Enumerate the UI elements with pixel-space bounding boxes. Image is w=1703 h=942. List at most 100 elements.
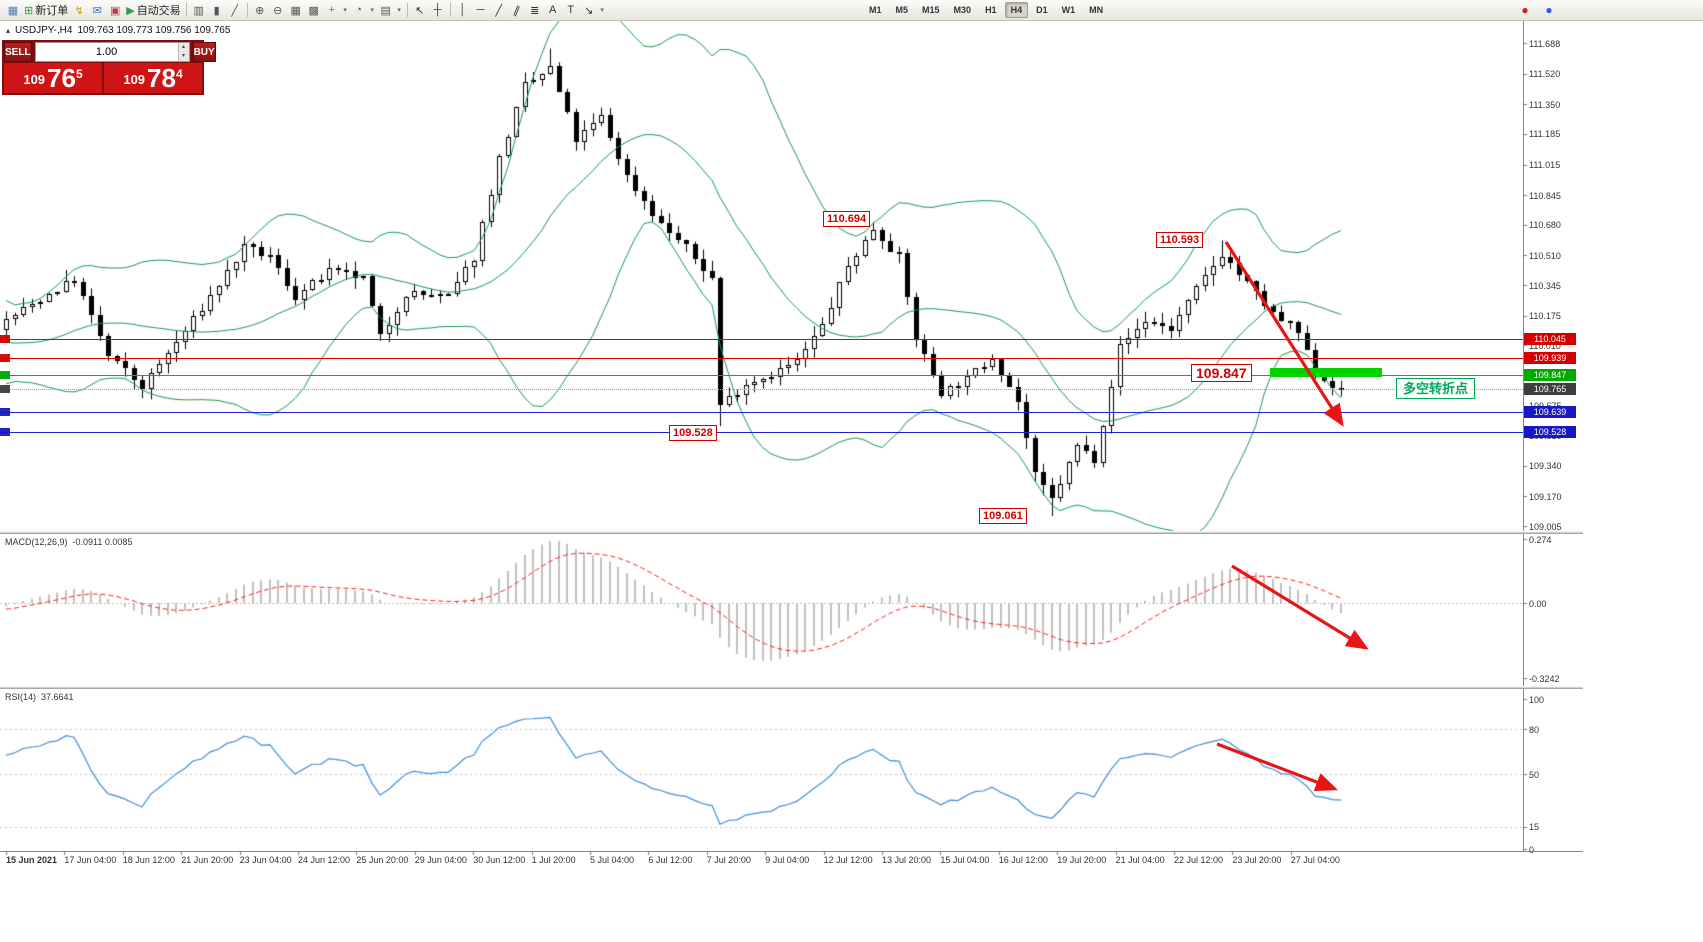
toolbar-separator <box>449 3 451 17</box>
price-axis-label: 109.340 <box>1529 461 1562 472</box>
alerts-icon[interactable]: ● <box>1521 3 1529 17</box>
templates-icon: ▤ <box>380 4 391 17</box>
horizontal-level-line-110.045[interactable] <box>0 339 1523 340</box>
horizontal-level-line-109.765[interactable] <box>0 389 1523 390</box>
price-annotation-label[interactable]: 109.847 <box>1191 364 1252 382</box>
time-axis-label: 16 Jul 12:00 <box>998 855 1048 865</box>
chat-icon[interactable]: ✉ <box>88 2 106 19</box>
price-divider <box>102 63 104 93</box>
line-chart-icon[interactable]: ╱ <box>226 2 244 19</box>
auto-arrange-icon[interactable]: ▩ <box>305 2 323 19</box>
community-icon[interactable]: ● <box>1545 3 1553 17</box>
price-annotation-label[interactable]: 110.593 <box>1156 232 1204 248</box>
time-axis-line[interactable] <box>0 851 1583 852</box>
indicators-dropdown-icon[interactable]: ▾ <box>343 7 347 14</box>
bar-chart-icon: ▥ <box>193 4 204 17</box>
fibonacci-icon[interactable]: ≣ <box>526 2 544 19</box>
volume-input[interactable] <box>35 43 178 61</box>
rsi-axis-label: 0 <box>1529 844 1535 855</box>
label-icon[interactable]: T <box>562 2 580 19</box>
autotrading-button[interactable]: ▶ 自动交易 <box>124 2 182 19</box>
macd-indicator-label: MACD(12,26,9) -0.0911 0.0085 <box>5 537 132 547</box>
timeframe-button-mn[interactable]: MN <box>1089 5 1104 15</box>
quotes-window-icon[interactable]: ↯ <box>70 2 88 19</box>
panel-splitter-macd[interactable] <box>0 531 1583 534</box>
trendline-icon[interactable]: ╱ <box>490 2 508 19</box>
new-order-button[interactable]: ⊞ 新订单 <box>22 2 70 19</box>
tile-windows-icon[interactable]: ▦ <box>287 2 305 19</box>
timeframe-button-m5[interactable]: M5 <box>895 5 909 15</box>
timeframe-button-m15[interactable]: M15 <box>922 5 940 15</box>
zoom-in-icon[interactable]: ⊕ <box>251 2 269 19</box>
periods-dropdown-icon[interactable]: ▾ <box>370 7 374 14</box>
horizontal-level-line-109.639[interactable] <box>0 412 1523 413</box>
level-left-marker <box>0 335 10 343</box>
new-order-button: ⊞ <box>24 4 34 17</box>
sell-price-prefix: 109 <box>23 72 46 87</box>
horizontal-level-line-109.528[interactable] <box>0 432 1523 433</box>
time-axis-label: 23 Jun 04:00 <box>239 855 292 865</box>
templates-icon[interactable]: ▤ <box>377 2 395 19</box>
label-icon: T <box>567 4 575 16</box>
macd-values: -0.0911 0.0085 <box>72 537 133 547</box>
candlestick-chart-icon[interactable]: ▮ <box>208 2 226 19</box>
sell-price-button[interactable]: 109 76 5 <box>4 63 102 93</box>
timeframe-button-d1[interactable]: D1 <box>1036 5 1048 15</box>
timeframe-button-h4[interactable]: H4 <box>1004 2 1029 18</box>
templates-dropdown-icon[interactable]: ▾ <box>397 7 401 14</box>
timeframe-button-h1[interactable]: H1 <box>985 5 997 15</box>
volume-increase-button[interactable]: ▴ <box>178 43 189 52</box>
bar-chart-icon[interactable]: ▥ <box>190 2 208 19</box>
text-icon[interactable]: A <box>544 2 562 19</box>
buy-price-button[interactable]: 109 78 4 <box>104 63 202 93</box>
price-tag-109.639: 109.639 <box>1524 406 1576 418</box>
horizontal-line-icon[interactable]: ─ <box>472 2 490 19</box>
price-annotation-label[interactable]: 110.694 <box>823 211 871 227</box>
indicators-icon[interactable]: + <box>323 2 341 19</box>
timeframe-button-m1[interactable]: M1 <box>869 5 882 15</box>
line-chart-icon: ╱ <box>231 4 238 17</box>
time-axis-label: 27 Jul 04:00 <box>1290 855 1340 865</box>
zoom-out-icon[interactable]: ⊖ <box>269 2 287 19</box>
support-break-highlight[interactable] <box>1270 368 1382 377</box>
time-axis-label: 5 Jul 04:00 <box>590 855 635 865</box>
cursor-icon[interactable]: ↖ <box>411 2 429 19</box>
candlestick-chart-icon: ▮ <box>213 4 220 17</box>
vertical-line-icon[interactable]: │ <box>454 2 472 19</box>
level-left-marker <box>0 371 10 379</box>
price-axis-label: 110.175 <box>1529 311 1561 322</box>
quotes-window-icon: ↯ <box>74 4 84 17</box>
time-axis-label: 12 Jul 12:00 <box>823 855 873 865</box>
horizontal-level-line-109.847[interactable] <box>0 375 1523 376</box>
periods-icon[interactable]: ◔ <box>350 2 368 19</box>
volume-decrease-button[interactable]: ▾ <box>178 52 189 61</box>
crosshair-icon[interactable]: ┼ <box>429 2 447 19</box>
level-left-marker <box>0 385 10 393</box>
channel-icon[interactable]: ∥ <box>508 2 526 19</box>
sell-button[interactable]: SELL <box>4 42 32 62</box>
note-label[interactable]: 多空转折点 <box>1396 378 1476 399</box>
toolbar-separator <box>246 3 248 17</box>
periods-icon: ◔ <box>355 4 363 16</box>
symbol-header: ▴ USDJPY-,H4 109.763 109.773 109.756 109… <box>6 25 230 36</box>
arrows-icon[interactable]: ↘ <box>580 2 598 19</box>
market-watch-icon[interactable]: ▣ <box>106 2 124 19</box>
price-axis-label: 110.680 <box>1529 220 1561 231</box>
price-axis-line[interactable] <box>1523 21 1524 852</box>
price-annotation-label[interactable]: 109.061 <box>979 508 1027 524</box>
timeframe-button-m30[interactable]: M30 <box>953 5 972 15</box>
timeframe-button-w1[interactable]: W1 <box>1061 5 1076 15</box>
vertical-line-icon: │ <box>459 4 467 16</box>
buy-button[interactable]: BUY <box>192 42 216 62</box>
price-annotation-label[interactable]: 109.528 <box>669 425 717 441</box>
autotrading-button-label: 自动交易 <box>136 5 181 17</box>
price-axis-label: 110.845 <box>1529 190 1561 201</box>
horizontal-level-line-109.939[interactable] <box>0 358 1523 359</box>
one-click-collapse-icon[interactable]: ▴ <box>6 26 11 35</box>
panel-splitter-rsi[interactable] <box>0 686 1583 689</box>
arrows-dropdown-icon[interactable]: ▾ <box>600 7 604 14</box>
price-axis-label: 110.010 <box>1529 340 1561 351</box>
sell-price-big: 76 <box>47 63 76 93</box>
charts-grid-icon[interactable]: ▦ <box>4 2 22 19</box>
